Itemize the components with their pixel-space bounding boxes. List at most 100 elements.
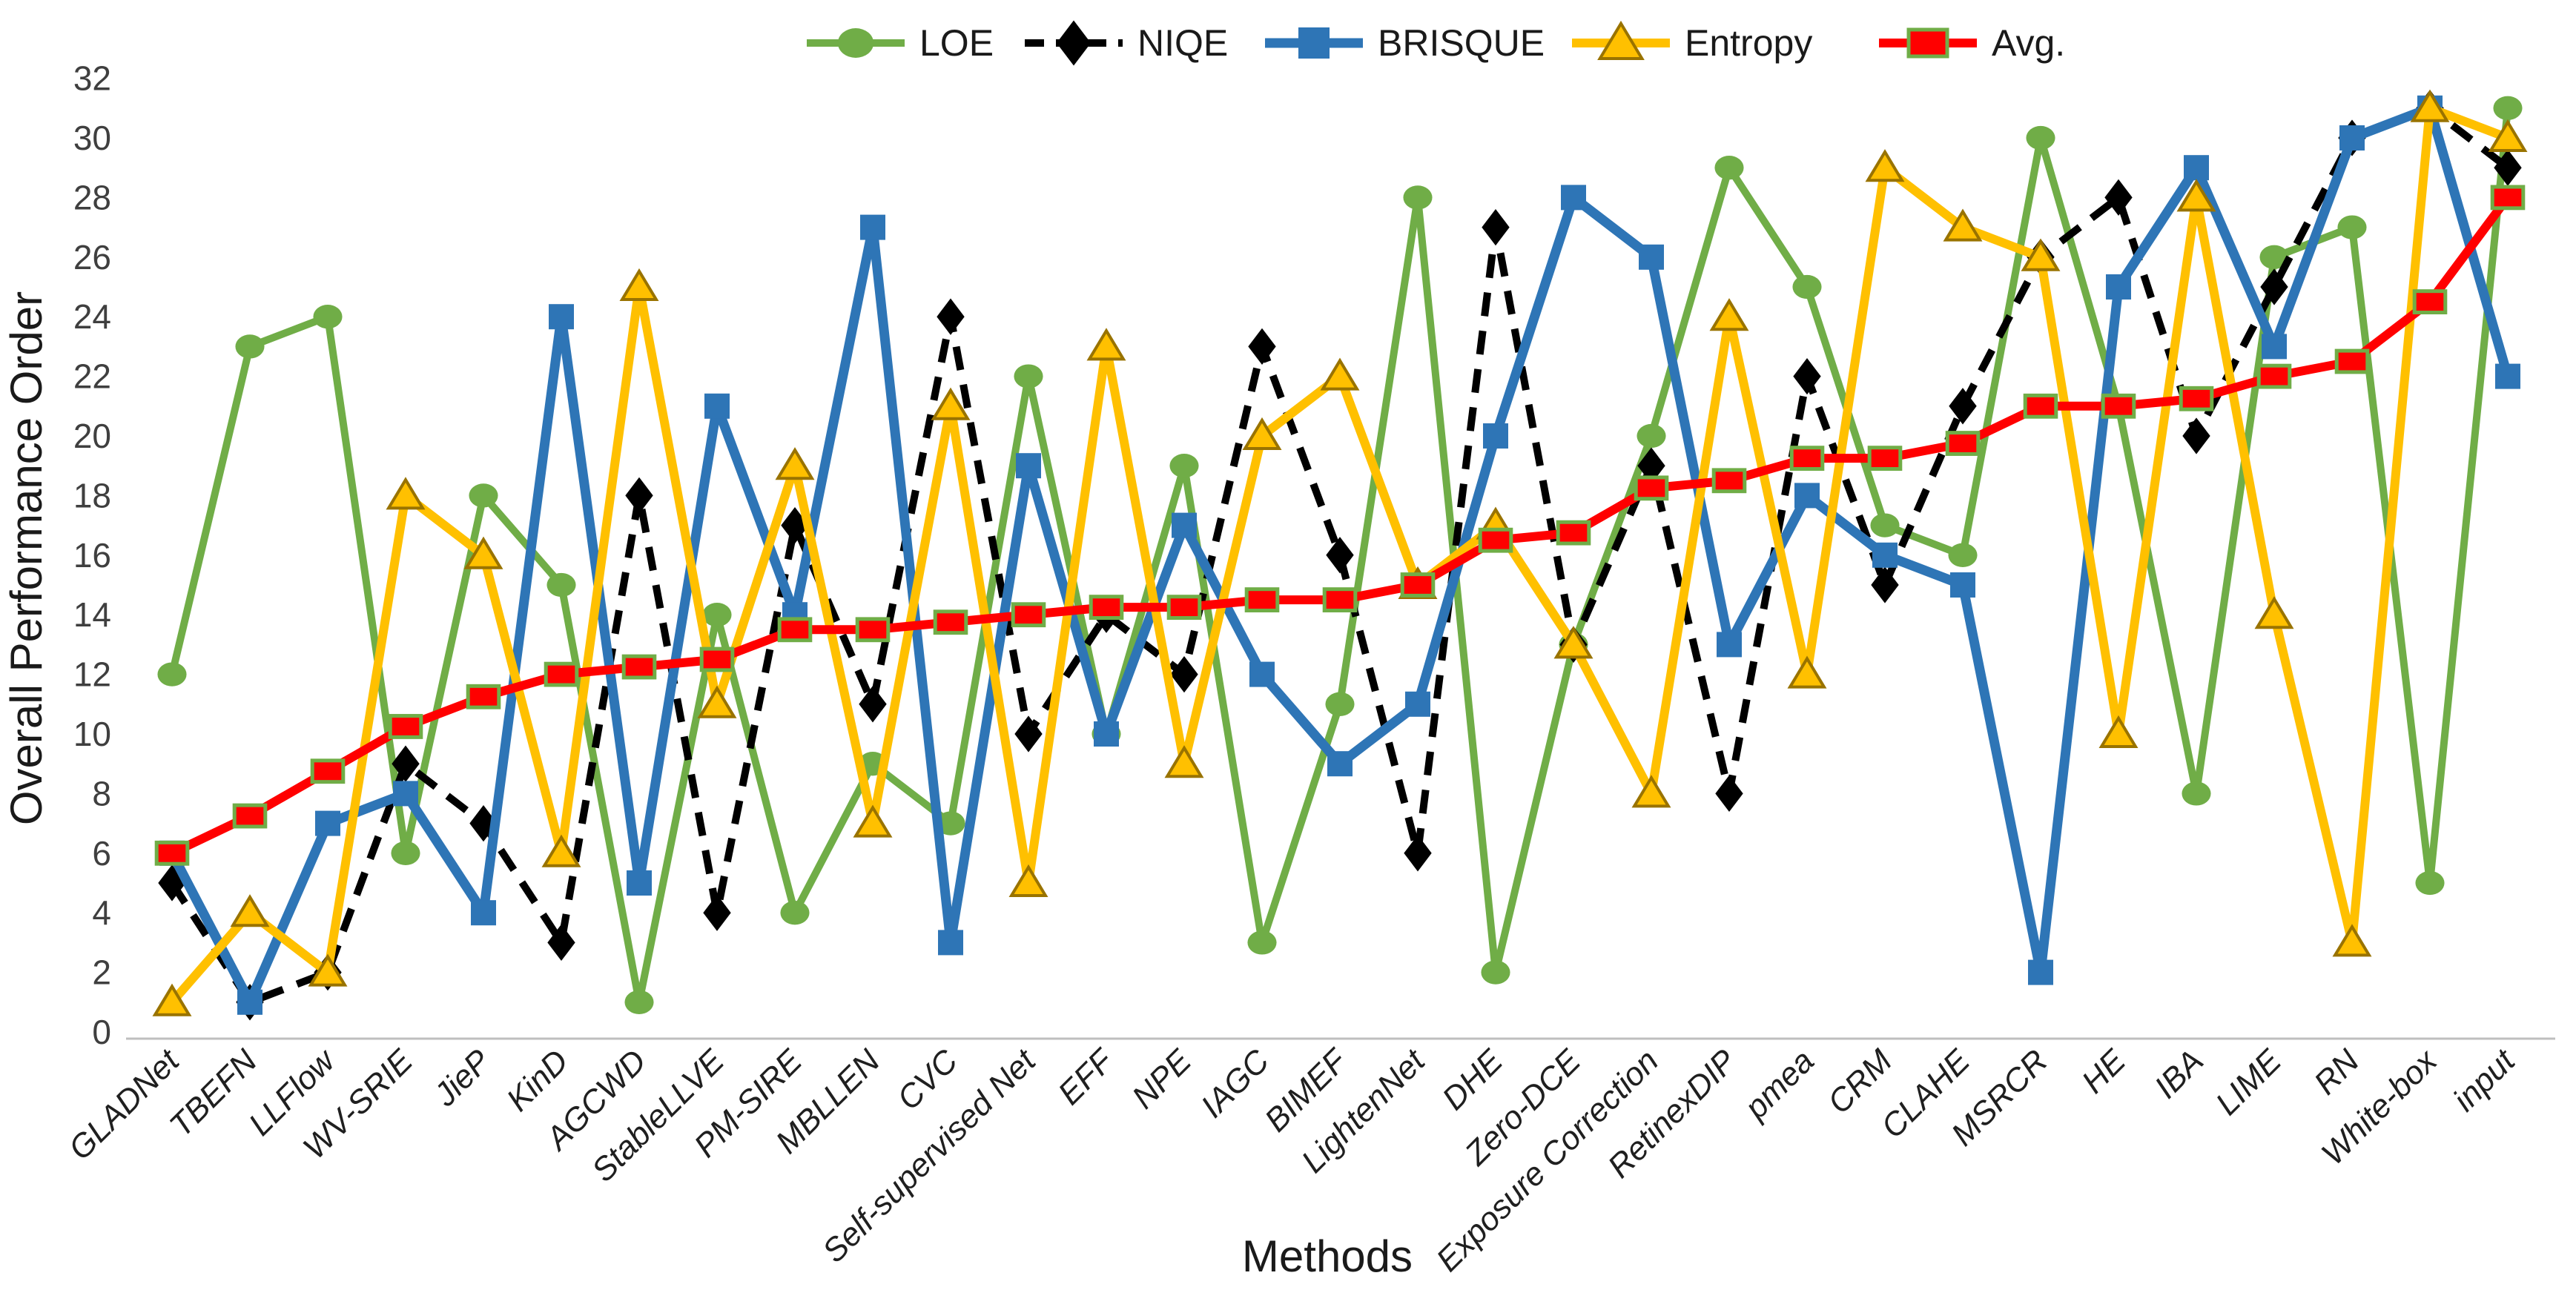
series-niqe [158,90,2522,1021]
data-point-entropy [1008,864,1048,897]
data-point-brisque [1561,185,1586,211]
data-point-loe [2493,96,2523,120]
x-axis-category-label: IBA [2147,1042,2210,1105]
data-point-loe [2415,870,2445,896]
y-axis-tick-label: 0 [92,1013,111,1051]
legend-marker-niqe [1056,20,1092,66]
data-point-entropy [308,953,348,987]
data-point-niqe [1715,775,1743,813]
data-point-brisque [1172,512,1197,538]
data-point-brisque [1405,691,1430,717]
data-point-niqe [392,745,420,782]
legend: LOE NIQE BRISQUE Entropy Avg. [807,20,2065,66]
y-axis-tick-label: 28 [73,178,111,216]
data-point-entropy [619,268,659,301]
data-point-brisque [2028,959,2053,985]
data-point-brisque [860,214,885,240]
data-point-avg [1478,527,1513,553]
legend-marker-loe [837,28,874,58]
data-point-brisque [237,989,262,1015]
data-point-avg [466,684,501,709]
data-point-avg [1244,587,1280,613]
x-axis-category-label: TBEFN [162,1042,264,1144]
x-axis-title: Methods [1242,1231,1413,1281]
y-axis-tick-label: 30 [73,119,111,157]
data-point-brisque [1717,632,1742,658]
data-point-entropy [2176,179,2216,212]
data-point-brisque [1094,721,1119,747]
data-point-loe [2337,215,2367,239]
data-point-entropy [1320,357,1360,391]
data-point-loe [780,901,810,925]
data-point-avg [1322,587,1358,613]
data-point-loe [936,811,965,836]
data-point-brisque [2495,363,2520,389]
axes: 02468101214161820222426283032GLADNetTBEF… [62,59,2555,1279]
data-point-entropy [1164,745,1204,778]
legend-label: NIQE [1137,22,1228,64]
data-point-entropy [1787,655,1827,689]
data-point-brisque [549,304,574,330]
data-point-avg [2412,289,2448,315]
data-point-brisque [2106,274,2131,300]
y-axis-tick-label: 6 [92,834,111,873]
data-point-avg [1789,446,1825,472]
y-axis-tick-label: 12 [73,655,111,694]
data-point-loe [702,603,732,627]
data-point-avg [1867,446,1903,472]
data-point-brisque [471,900,496,926]
data-point-avg [2023,393,2058,419]
legend-item-entropy: Entropy [1572,20,1812,64]
data-point-niqe [469,804,498,842]
series-entropy [152,89,2528,1016]
data-point-avg [1400,572,1436,598]
data-point-brisque [1794,483,1820,509]
data-point-avg [388,714,423,739]
data-point-avg [621,654,657,680]
data-point-loe [1403,185,1433,210]
data-point-niqe [1014,715,1043,752]
data-point-loe [2182,781,2211,806]
data-point-loe [1247,930,1277,955]
x-axis-category-label: GLADNet [62,1042,187,1167]
data-point-brisque [393,781,418,807]
data-point-brisque [2262,334,2287,360]
data-point-niqe [1248,328,1276,365]
data-point-avg [933,609,968,635]
data-point-entropy [853,804,893,838]
x-axis-category-label: HE [2075,1042,2133,1100]
data-point-entropy [1553,626,1594,659]
data-point-entropy [2332,924,2372,957]
data-point-niqe [1170,655,1198,693]
data-point-niqe [1326,537,1354,574]
data-point-entropy [1631,775,1671,808]
y-axis-tick-label: 20 [73,417,111,455]
y-axis-tick-label: 26 [73,238,111,277]
data-point-loe [1014,364,1043,388]
data-point-niqe [1637,447,1665,484]
data-point-niqe [2182,417,2210,454]
x-axis-category-label: LIME [2209,1042,2289,1122]
data-point-entropy [2488,119,2528,152]
data-point-brisque [1483,423,1508,449]
y-axis-tick-label: 2 [92,953,111,992]
legend-marker-entropy [1597,20,1645,60]
legend-item-niqe: NIQE [1025,20,1228,66]
data-point-avg [699,646,735,672]
y-axis-tick-label: 22 [73,357,111,396]
data-point-entropy [931,387,971,420]
data-point-avg [2101,393,2136,419]
data-point-loe [391,841,420,865]
y-axis-tick-label: 8 [92,774,111,813]
data-point-avg [777,617,813,643]
data-point-brisque [1016,453,1041,479]
data-point-avg [855,617,891,643]
y-axis-tick-label: 16 [73,536,111,575]
data-point-entropy [1943,208,1983,242]
data-point-avg [2490,185,2526,211]
data-point-brisque [2184,155,2209,181]
y-axis-tick-label: 32 [73,59,111,98]
data-point-avg [544,661,579,687]
